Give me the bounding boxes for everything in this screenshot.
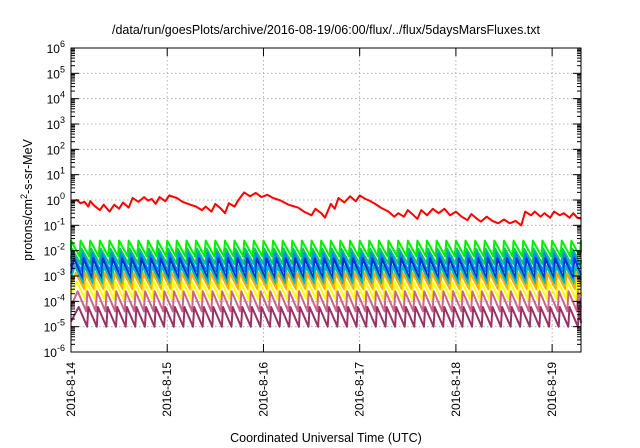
y-tick-label: 10-2 <box>44 242 65 259</box>
chart-title: /data/run/goesPlots/archive/2016-08-19/0… <box>112 23 541 37</box>
series-line-10 <box>70 306 582 328</box>
x-tick-label: 2016-8-18 <box>449 362 463 417</box>
series-layer <box>70 191 582 328</box>
series-line-3 <box>70 247 582 265</box>
x-tick-label: 2016-8-19 <box>545 362 559 417</box>
y-axis-label: protons/cm2-s-sr-MeV <box>19 138 35 260</box>
y-tick-label: 103 <box>47 115 65 132</box>
y-tick-label: 10-6 <box>44 343 65 360</box>
y-tick-label: 10-4 <box>44 292 65 309</box>
series-line-4 <box>70 252 582 273</box>
x-axis-label: Coordinated Universal Time (UTC) <box>230 431 422 445</box>
x-tick-label: 2016-8-17 <box>353 362 367 417</box>
x-axis: 2016-8-14 2016-8-15 2016-8-16 2016-8-17 2016… <box>64 48 559 417</box>
y-tick-label: 102 <box>47 140 65 157</box>
series-line-1 <box>70 191 582 227</box>
series-line-9 <box>70 290 582 313</box>
series-line-7 <box>70 272 582 291</box>
x-tick-label: 2016-8-14 <box>64 362 78 417</box>
series-line-6 <box>70 264 582 285</box>
x-tick-label: 2016-8-15 <box>160 362 174 417</box>
y-tick-label: 10-5 <box>44 318 65 335</box>
series-line-2 <box>70 239 582 258</box>
series-line-8 <box>70 280 582 301</box>
y-tick-label: 106 <box>47 39 65 56</box>
y-tick-label: 105 <box>47 64 65 81</box>
y-tick-label: 101 <box>47 166 65 183</box>
y-axis: 10-6 10-5 10-4 10-3 10-2 10-1 100 101 102 103 104 1… <box>44 39 581 360</box>
series-line-5 <box>70 257 582 280</box>
y-tick-label: 104 <box>47 90 65 107</box>
y-tick-label: 10-1 <box>44 216 65 233</box>
x-tick-label: 2016-8-16 <box>256 362 270 417</box>
y-tick-label: 10-3 <box>44 267 65 284</box>
y-tick-label: 100 <box>47 191 65 208</box>
